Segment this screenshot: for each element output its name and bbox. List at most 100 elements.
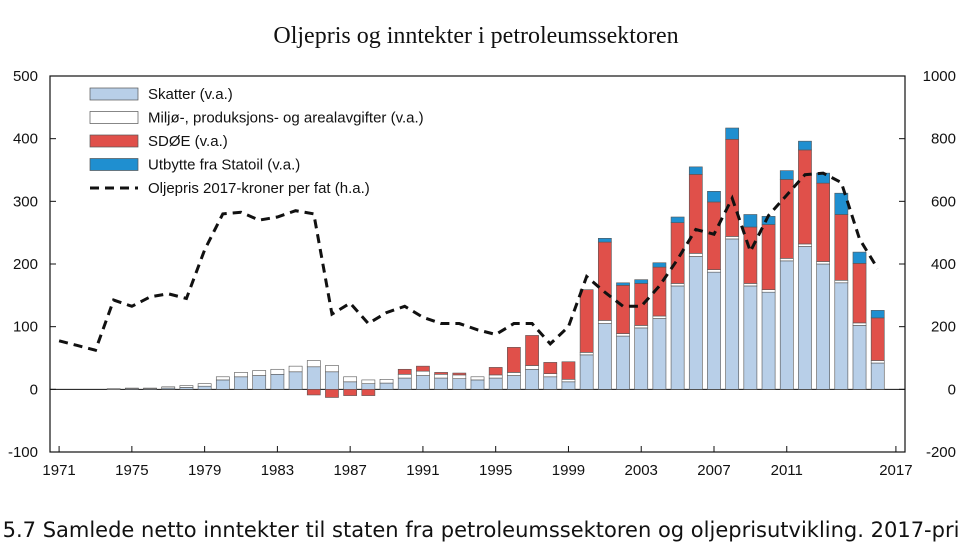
bar-s0-1985 <box>306 366 321 390</box>
bar-s1-2007 <box>707 269 721 273</box>
bar-s1-1991 <box>416 370 430 376</box>
bar-s0-2014 <box>834 282 849 390</box>
left-axis-tick-label: 400 <box>13 131 38 148</box>
bar-s1-1997 <box>525 365 539 370</box>
bar-s2-1987 <box>343 389 358 396</box>
x-axis-tick-label: 1979 <box>188 462 221 479</box>
bar-s2-1986 <box>325 389 339 398</box>
right-axis-tick-label: 200 <box>931 319 956 336</box>
bar-s1-2013 <box>816 261 830 265</box>
bar-s0-1991 <box>416 375 430 390</box>
x-axis-tick-label: 1987 <box>333 462 366 479</box>
x-axis-tick-label: 1999 <box>552 462 585 479</box>
bar-s2-2000 <box>579 289 594 353</box>
legend-swatch-1 <box>89 111 139 124</box>
legend-label-4: Oljepris 2017-kroner per fat (h.a.) <box>148 180 370 197</box>
bar-s1-2014 <box>834 279 849 284</box>
bar-s0-2015 <box>852 325 867 390</box>
bar-s1-1984 <box>288 365 303 373</box>
bar-s0-2008 <box>725 238 740 390</box>
bar-s3-2007 <box>707 191 721 203</box>
bar-s1-1979 <box>197 383 212 387</box>
bar-s3-2008 <box>725 127 740 140</box>
bar-s0-1981 <box>234 376 248 390</box>
legend-label-1: Miljø-, produksjons- og arealavgifter (v… <box>148 110 424 127</box>
x-axis-tick-label: 2003 <box>625 462 658 479</box>
legend: Skatter (v.a.) Miljø-, produksjons- og ar… <box>89 86 424 197</box>
bar-s1-1995 <box>488 374 503 379</box>
bar-s3-2012 <box>798 140 812 151</box>
bar-s2-2006 <box>688 174 703 254</box>
bar-s1-1998 <box>543 373 558 378</box>
bar-s2-1992 <box>434 372 448 375</box>
bar-s2-1985 <box>306 389 321 396</box>
bar-s0-1998 <box>543 376 558 390</box>
x-axis-tick-label: 2007 <box>697 462 730 479</box>
bar-s0-2009 <box>743 285 758 390</box>
bar-s2-2011 <box>779 179 794 259</box>
bar-s2-2009 <box>743 226 758 284</box>
bar-s0-2004 <box>652 318 667 390</box>
bar-s0-1995 <box>488 377 503 390</box>
right-axis-tick-label: 1000 <box>923 68 956 85</box>
bar-s1-1977 <box>161 386 176 389</box>
bar-s3-2005 <box>670 216 685 223</box>
bar-s1-1980 <box>215 376 230 381</box>
bar-s0-1997 <box>525 368 539 390</box>
legend-label-0: Skatter (v.a.) <box>148 86 233 103</box>
bar-s0-2010 <box>761 291 776 390</box>
bar-s0-2006 <box>688 256 703 390</box>
bar-s3-2001 <box>597 238 612 243</box>
bar-s0-1984 <box>288 371 303 390</box>
bar-s2-2014 <box>834 214 849 281</box>
bar-s1-2009 <box>743 283 758 287</box>
bar-s1-1988 <box>361 379 376 384</box>
bar-s2-2013 <box>816 182 830 262</box>
bar-s1-1985 <box>306 360 321 368</box>
bar-s2-1988 <box>361 389 376 396</box>
bar-s1-1978 <box>179 385 194 388</box>
bar-s3-2015 <box>852 251 867 264</box>
bar-s2-1999 <box>561 361 576 380</box>
bar-s0-1982 <box>252 375 267 390</box>
bar-s1-2010 <box>761 289 776 293</box>
bar-s0-2003 <box>634 327 649 390</box>
right-axis-tick-label: -200 <box>926 444 956 461</box>
bar-s2-1996 <box>507 347 521 373</box>
bar-s1-1999 <box>561 379 576 383</box>
legend-swatch-0 <box>89 87 139 101</box>
left-axis-tick-label: 500 <box>13 68 38 85</box>
left-axis-tick-label: -100 <box>8 444 38 461</box>
bar-s1-2003 <box>634 325 649 329</box>
bar-s1-1993 <box>452 374 467 379</box>
bar-s2-1991 <box>416 365 430 372</box>
legend-label-3: Utbytte fra Statoil (v.a.) <box>148 157 300 174</box>
bar-s0-1987 <box>343 381 358 390</box>
bar-s2-2016 <box>870 317 885 361</box>
x-axis-tick-label: 1983 <box>261 462 294 479</box>
bar-s1-1981 <box>234 372 248 378</box>
bar-s0-1999 <box>561 381 576 390</box>
bar-s1-2004 <box>652 315 667 319</box>
chart-title: Oljepris og inntekter i petroleumssektor… <box>273 23 678 49</box>
bar-s0-2002 <box>616 335 630 390</box>
bar-s0-1979 <box>197 385 212 390</box>
bar-s1-1976 <box>143 387 157 390</box>
bar-s0-1992 <box>434 377 448 390</box>
x-axis-tick-label: 1971 <box>42 462 75 479</box>
bar-s1-1994 <box>470 376 485 381</box>
left-axis-tick-label: 300 <box>13 193 38 210</box>
bar-s1-1983 <box>270 368 285 375</box>
bar-s2-2008 <box>725 138 740 237</box>
x-axis-tick-label: 1991 <box>406 462 439 479</box>
bar-s2-1993 <box>452 372 467 376</box>
bar-s3-2014 <box>834 192 849 215</box>
bar-s0-2000 <box>579 354 594 390</box>
bar-s1-2008 <box>725 236 740 240</box>
bar-s0-1994 <box>470 379 485 390</box>
bar-s0-2011 <box>779 260 794 390</box>
bar-s1-2005 <box>670 283 685 287</box>
left-axis-tick-label: 100 <box>13 319 38 336</box>
bar-s2-1998 <box>543 362 558 374</box>
